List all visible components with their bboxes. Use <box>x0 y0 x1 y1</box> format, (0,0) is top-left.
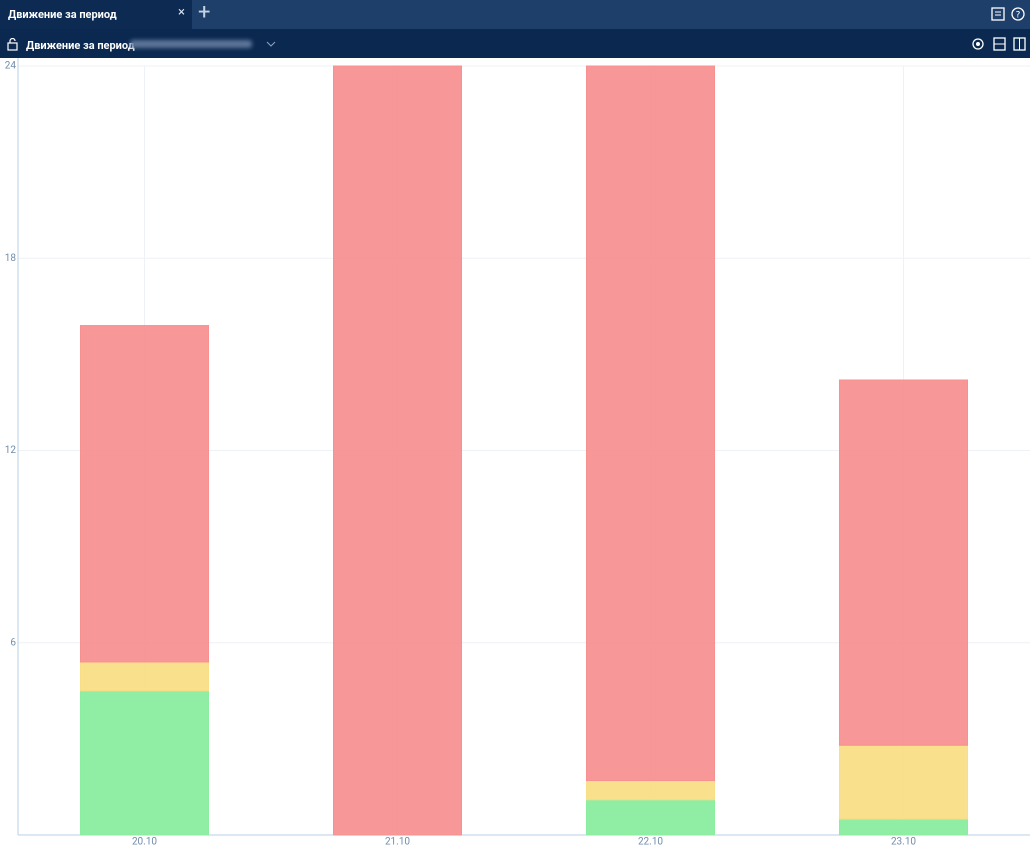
help-icon[interactable] <box>1011 7 1025 21</box>
y-tick-label: 6 <box>10 637 16 648</box>
chart: 6 12 18 24 20.10 21.10 22.10 23.10 <box>5 58 1030 848</box>
bar-segment <box>586 799 715 836</box>
tab[interactable]: Движение за период × <box>0 0 192 29</box>
bar-segment <box>80 325 209 663</box>
x-tick-label: 23.10 <box>891 837 916 848</box>
toolbar-icons <box>972 37 1026 51</box>
notes-icon[interactable] <box>991 7 1005 21</box>
bar-segment <box>586 65 715 782</box>
bar-segment <box>80 690 209 836</box>
bar-segment <box>586 780 715 801</box>
bar-segment <box>839 818 968 836</box>
x-tick-label: 22.10 <box>638 837 663 848</box>
new-tab-button[interactable]: + <box>198 0 211 25</box>
bar-segment <box>80 661 209 692</box>
tab-title: Движение за период <box>8 8 117 21</box>
close-tab-button[interactable]: × <box>178 5 185 20</box>
y-tick-label: 12 <box>5 445 17 456</box>
settings-icon[interactable] <box>972 38 984 50</box>
svg-text:?: ? <box>1016 11 1021 21</box>
report-title: Движение за период <box>26 39 135 52</box>
x-tick-label: 21.10 <box>385 837 410 848</box>
bar-segment <box>839 379 968 746</box>
toolbar: Движение за период <box>0 29 1030 58</box>
x-tick-label: 20.10 <box>132 837 157 848</box>
lock-icon[interactable] <box>7 38 19 51</box>
dropdown-arrow[interactable] <box>266 41 276 47</box>
filter-dropdown[interactable] <box>130 40 252 48</box>
tab-bar: Движение за период × + ? <box>0 0 1030 29</box>
header-icons: ? <box>991 7 1025 21</box>
y-tick-label: 18 <box>5 253 17 264</box>
y-tick-label: 24 <box>5 61 17 72</box>
bar-segment <box>839 744 968 820</box>
bar-segment <box>333 65 462 836</box>
